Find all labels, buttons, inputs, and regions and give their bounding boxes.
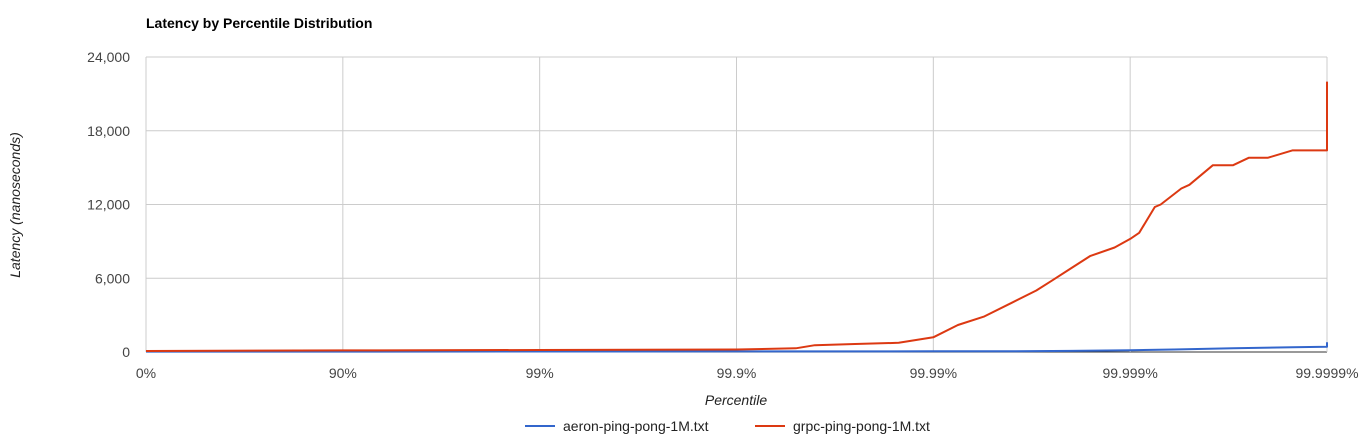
legend-label-1: grpc-ping-pong-1M.txt bbox=[793, 418, 930, 434]
y-tick-label: 6,000 bbox=[95, 270, 130, 286]
legend: aeron-ping-pong-1M.txt grpc-ping-pong-1M.… bbox=[525, 418, 930, 434]
y-tick-label: 18,000 bbox=[87, 123, 130, 139]
chart-title: Latency by Percentile Distribution bbox=[146, 15, 372, 31]
y-tick-label: 12,000 bbox=[87, 197, 130, 213]
y-axis-title: Latency (nanoseconds) bbox=[7, 132, 23, 278]
legend-label-0: aeron-ping-pong-1M.txt bbox=[563, 418, 709, 434]
y-axis-ticks: 0 6,000 12,000 18,000 24,000 bbox=[87, 49, 130, 360]
series-layer bbox=[145, 81, 1328, 353]
x-tick-label: 99.9999% bbox=[1295, 365, 1358, 381]
grid bbox=[145, 56, 1328, 353]
x-tick-label: 99.9% bbox=[717, 365, 757, 381]
x-tick-label: 90% bbox=[329, 365, 357, 381]
series-line-0 bbox=[146, 342, 1328, 353]
x-axis-title: Percentile bbox=[705, 392, 767, 408]
x-axis-ticks: 0% 90% 99% 99.9% 99.99% 99.999% 99.9999% bbox=[136, 365, 1359, 381]
x-tick-label: 99.99% bbox=[910, 365, 957, 381]
x-tick-label: 0% bbox=[136, 365, 156, 381]
x-tick-label: 99.999% bbox=[1103, 365, 1158, 381]
y-tick-label: 0 bbox=[122, 344, 130, 360]
y-tick-label: 24,000 bbox=[87, 49, 130, 65]
series-line-1 bbox=[145, 81, 1328, 352]
x-tick-label: 99% bbox=[526, 365, 554, 381]
